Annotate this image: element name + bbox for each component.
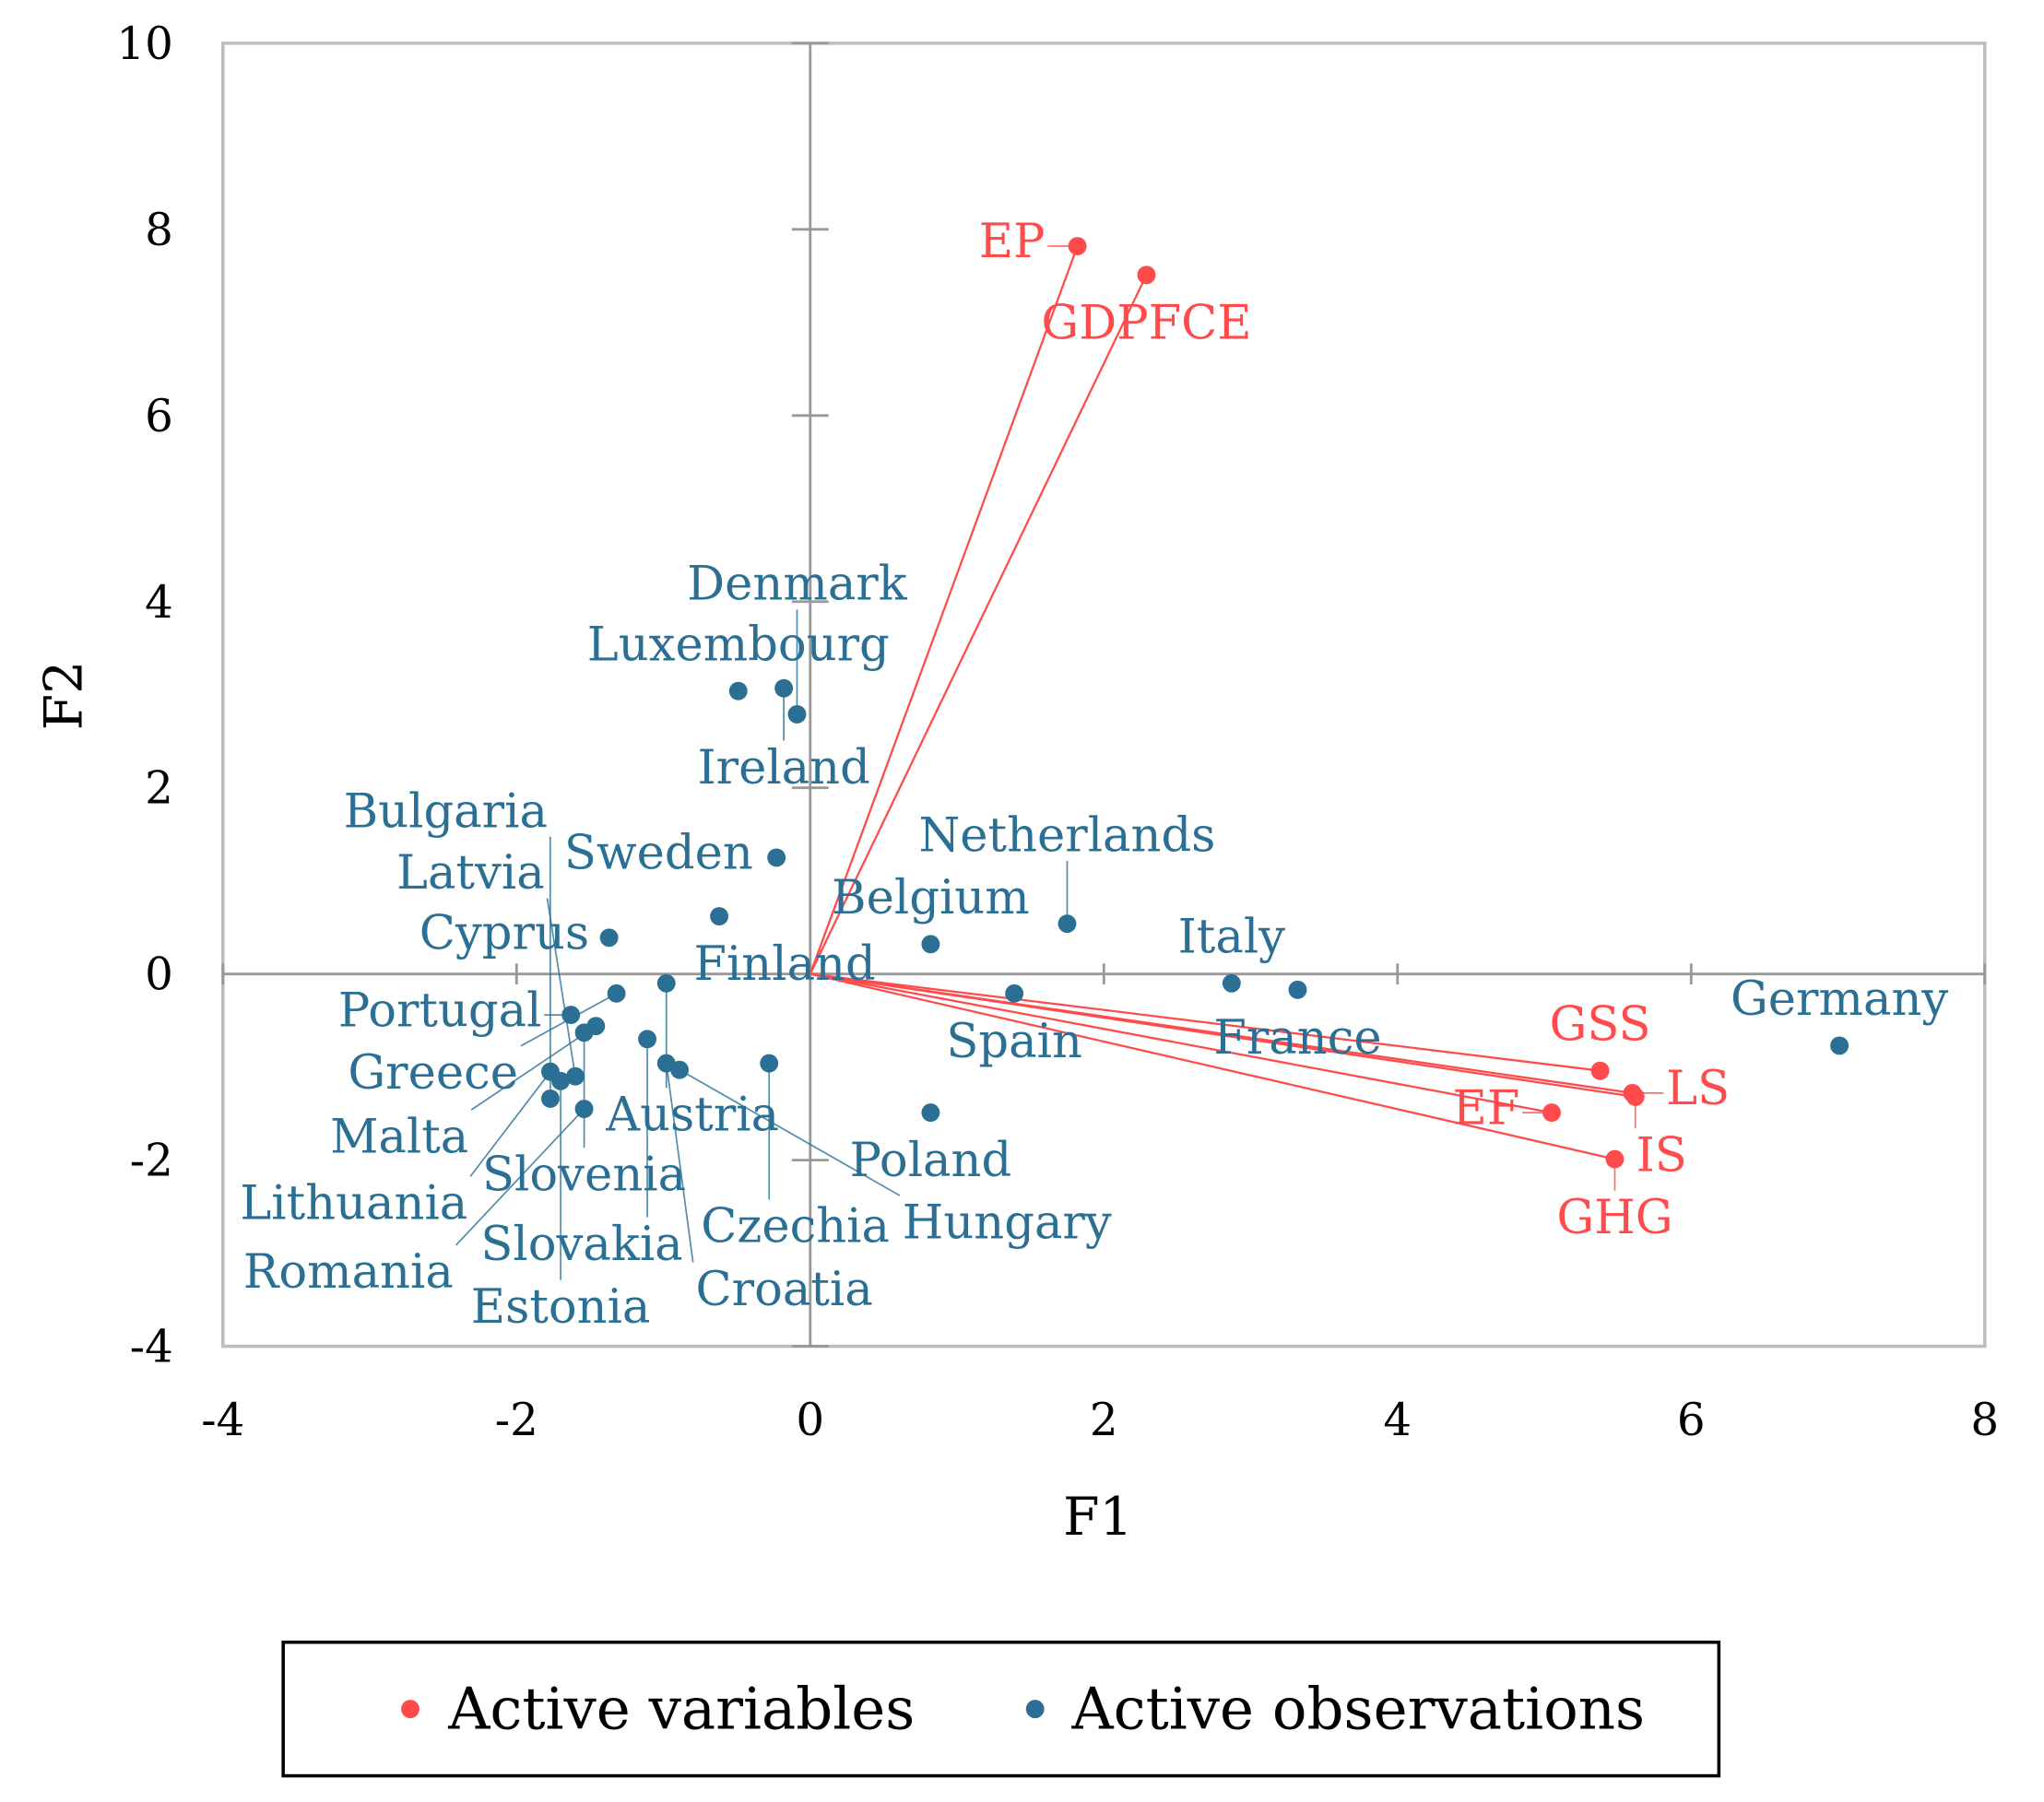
x-tick-label: 8 — [1970, 1395, 1999, 1446]
variable-vector — [809, 972, 1553, 1114]
x-tick-label: 0 — [796, 1395, 824, 1446]
observation-point — [1005, 983, 1024, 1003]
variable-vector — [809, 245, 1079, 975]
observation-label: Luxembourg — [587, 618, 890, 672]
label-leader-line — [455, 1108, 585, 1246]
observation-label: Italy — [1178, 911, 1286, 965]
observation-point — [710, 907, 729, 925]
variable-label: GHG — [1556, 1191, 1672, 1245]
observation-label: Croatia — [696, 1263, 873, 1317]
observation-label: Portugal — [338, 983, 542, 1038]
plot-frame — [221, 41, 1987, 1349]
observation-label: Belgium — [832, 871, 1030, 925]
legend-marker-observations — [1025, 1700, 1045, 1719]
variable-point — [1605, 1149, 1625, 1169]
label-leader-line — [665, 1063, 694, 1263]
observation-label: Netherlands — [919, 808, 1216, 863]
observation-point — [728, 681, 748, 701]
observation-label: Austria — [605, 1089, 779, 1143]
observation-label: Bulgaria — [344, 784, 548, 839]
observation-label: Estonia — [471, 1280, 651, 1335]
observation-point — [551, 1071, 571, 1090]
label-leader-line — [520, 993, 618, 1047]
observation-label: France — [1213, 1011, 1381, 1066]
observation-label: Spain — [946, 1015, 1082, 1069]
observation-point — [1222, 973, 1241, 993]
y-axis-label: F2 — [33, 661, 94, 731]
variable-label: LS — [1666, 1062, 1730, 1116]
y-tick-label: 8 — [145, 205, 173, 256]
observation-label: Hungary — [903, 1195, 1112, 1250]
observation-point — [656, 973, 676, 993]
tick-labels: -4 -2 0 2 4 6 8 -4 -2 0 2 4 6 8 10 — [116, 18, 1999, 1446]
y-tick-label: 0 — [145, 949, 173, 1001]
observation-point — [921, 1103, 940, 1123]
observation-label: Denmark — [687, 558, 908, 612]
observation-label: Slovakia — [480, 1218, 682, 1272]
legend-label-variables: Active variables — [447, 1675, 915, 1742]
variable-label: IS — [1636, 1128, 1687, 1183]
variable-label: EP — [979, 215, 1046, 269]
observation-label: Poland — [850, 1134, 1012, 1188]
variable-point — [1590, 1061, 1610, 1080]
variable-label: GDPFCE — [1041, 296, 1251, 350]
observation-label: Finland — [693, 937, 875, 992]
y-tick-label: -4 — [130, 1322, 173, 1373]
axes — [221, 41, 1987, 1348]
y-tick-label: 6 — [145, 391, 173, 442]
label-leader-line — [470, 1025, 597, 1111]
variable-vector — [809, 972, 1601, 1072]
x-tick-label: 4 — [1383, 1395, 1412, 1446]
observation-point — [921, 935, 940, 954]
variable-vectors — [809, 237, 1645, 1169]
observation-label: Cyprus — [419, 906, 589, 960]
observation-label: Slovenia — [482, 1148, 686, 1203]
label-leader-line — [679, 1068, 901, 1196]
variable-label: EF — [1453, 1081, 1520, 1136]
variable-vector — [809, 972, 1636, 1099]
x-tick-label: -4 — [201, 1395, 244, 1446]
observation-points — [540, 678, 1849, 1123]
observation-point — [1288, 980, 1307, 999]
variable-vector — [809, 972, 1615, 1160]
observation-label: Sweden — [564, 827, 753, 881]
y-tick-label: -2 — [130, 1136, 173, 1187]
observation-point — [767, 848, 786, 867]
variable-vector — [809, 274, 1148, 975]
x-tick-label: -2 — [495, 1395, 538, 1446]
observation-label: Latvia — [396, 846, 545, 901]
observation-point — [1830, 1036, 1849, 1055]
observation-point — [599, 928, 619, 948]
observation-label: Greece — [348, 1046, 518, 1101]
y-tick-label: 4 — [145, 577, 173, 629]
y-tick-label: 10 — [116, 18, 172, 70]
label-leader-line — [469, 1071, 551, 1177]
legend: Active variables Active observations — [281, 1640, 1721, 1778]
observation-label: Germany — [1731, 972, 1948, 1027]
observation-label: Lithuania — [240, 1177, 467, 1231]
observation-label: Romania — [243, 1245, 454, 1300]
variable-point — [1137, 265, 1156, 285]
legend-marker-variables — [401, 1700, 419, 1719]
variable-label: GSS — [1550, 997, 1651, 1052]
point-labels: EP GDPFCE LS IS EF GSS GHG Luxembourg Ireland Den… — [240, 215, 1948, 1335]
observation-label: Czechia — [701, 1200, 890, 1254]
observation-label: Ireland — [697, 741, 869, 795]
label-leader-line — [546, 898, 576, 1077]
observation-label: Malta — [330, 1110, 468, 1164]
x-tick-label: 6 — [1677, 1395, 1706, 1446]
y-tick-label: 2 — [145, 763, 173, 815]
observation-point — [586, 1017, 606, 1036]
legend-label-observations: Active observations — [1070, 1675, 1645, 1742]
legend-box — [281, 1640, 1721, 1778]
x-tick-label: 2 — [1090, 1395, 1118, 1446]
x-axis-label: F1 — [1063, 1487, 1133, 1548]
